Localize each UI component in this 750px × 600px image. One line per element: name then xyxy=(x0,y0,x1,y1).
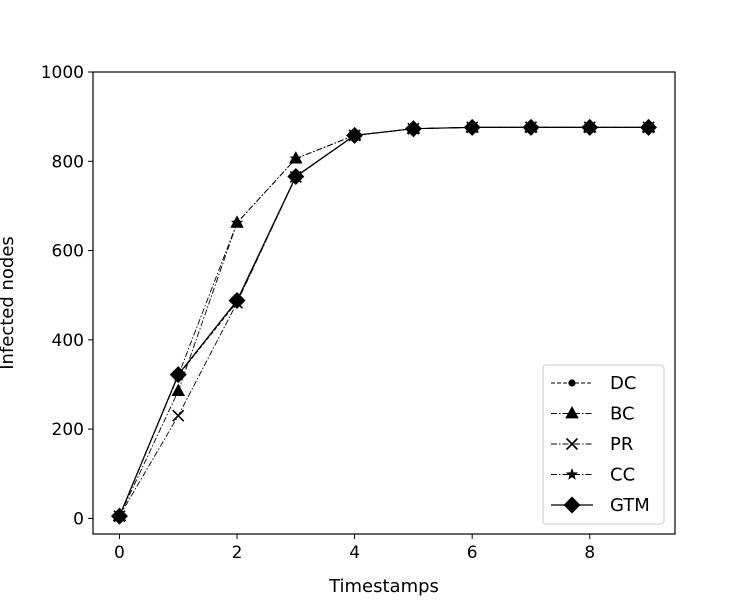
data-point-bc xyxy=(171,383,185,397)
data-point-gtm xyxy=(287,167,305,185)
data-point-gtm xyxy=(522,118,540,136)
data-point-gtm xyxy=(110,507,128,525)
x-tick-label: 2 xyxy=(232,543,243,563)
x-tick-label: 8 xyxy=(584,543,595,563)
y-tick-label: 600 xyxy=(52,242,84,262)
legend-item-dc: DC xyxy=(551,373,636,394)
y-tick-label: 200 xyxy=(52,420,84,440)
legend-marker-gtm xyxy=(563,496,581,514)
data-point-gtm xyxy=(346,126,364,144)
y-tick-label: 1000 xyxy=(41,63,84,83)
y-axis-label: Infected nodes xyxy=(0,236,18,370)
data-point-gtm xyxy=(169,366,187,384)
x-axis-label: Timestamps xyxy=(328,576,439,597)
series-line-gtm xyxy=(118,126,649,517)
x-tick-label: 6 xyxy=(467,543,478,563)
legend-label-cc: CC xyxy=(610,465,635,486)
legend-label-gtm: GTM xyxy=(610,495,650,516)
legend-item-cc: CC xyxy=(551,465,635,486)
legend: DC BC PR CC GTM xyxy=(542,364,665,525)
data-point-gtm xyxy=(463,118,481,136)
y-tick-label: 800 xyxy=(52,152,84,172)
axes-frame xyxy=(92,71,676,535)
series-gtm xyxy=(110,118,658,525)
data-point-cc xyxy=(289,152,302,164)
x-axis-ticks: 0 2 4 6 8 xyxy=(114,534,595,563)
x-tick-label: 0 xyxy=(114,543,125,563)
data-point-gtm xyxy=(640,118,658,136)
legend-item-pr: PR xyxy=(551,434,633,455)
legend-marker-dc xyxy=(568,379,576,387)
y-tick-label: 0 xyxy=(73,509,84,529)
legend-marker-pr xyxy=(565,437,579,451)
legend-label-pr: PR xyxy=(610,434,633,455)
y-tick-label: 400 xyxy=(52,331,84,351)
data-point-cc xyxy=(230,216,244,229)
legend-marker-cc xyxy=(565,468,579,480)
legend-box xyxy=(542,364,665,525)
legend-item-gtm: GTM xyxy=(551,495,650,516)
y-axis-ticks: 0 200 400 600 800 1000 xyxy=(41,63,93,529)
data-point-gtm xyxy=(404,120,422,138)
legend-marker-bc xyxy=(565,406,579,419)
x-tick-label: 4 xyxy=(349,543,360,563)
data-point-gtm xyxy=(228,292,246,310)
data-point-gtm xyxy=(581,118,599,136)
data-point-pr xyxy=(172,409,185,422)
plot-area xyxy=(110,118,658,525)
legend-label-bc: BC xyxy=(610,404,635,425)
legend-label-dc: DC xyxy=(610,373,636,394)
legend-item-bc: BC xyxy=(551,404,635,425)
